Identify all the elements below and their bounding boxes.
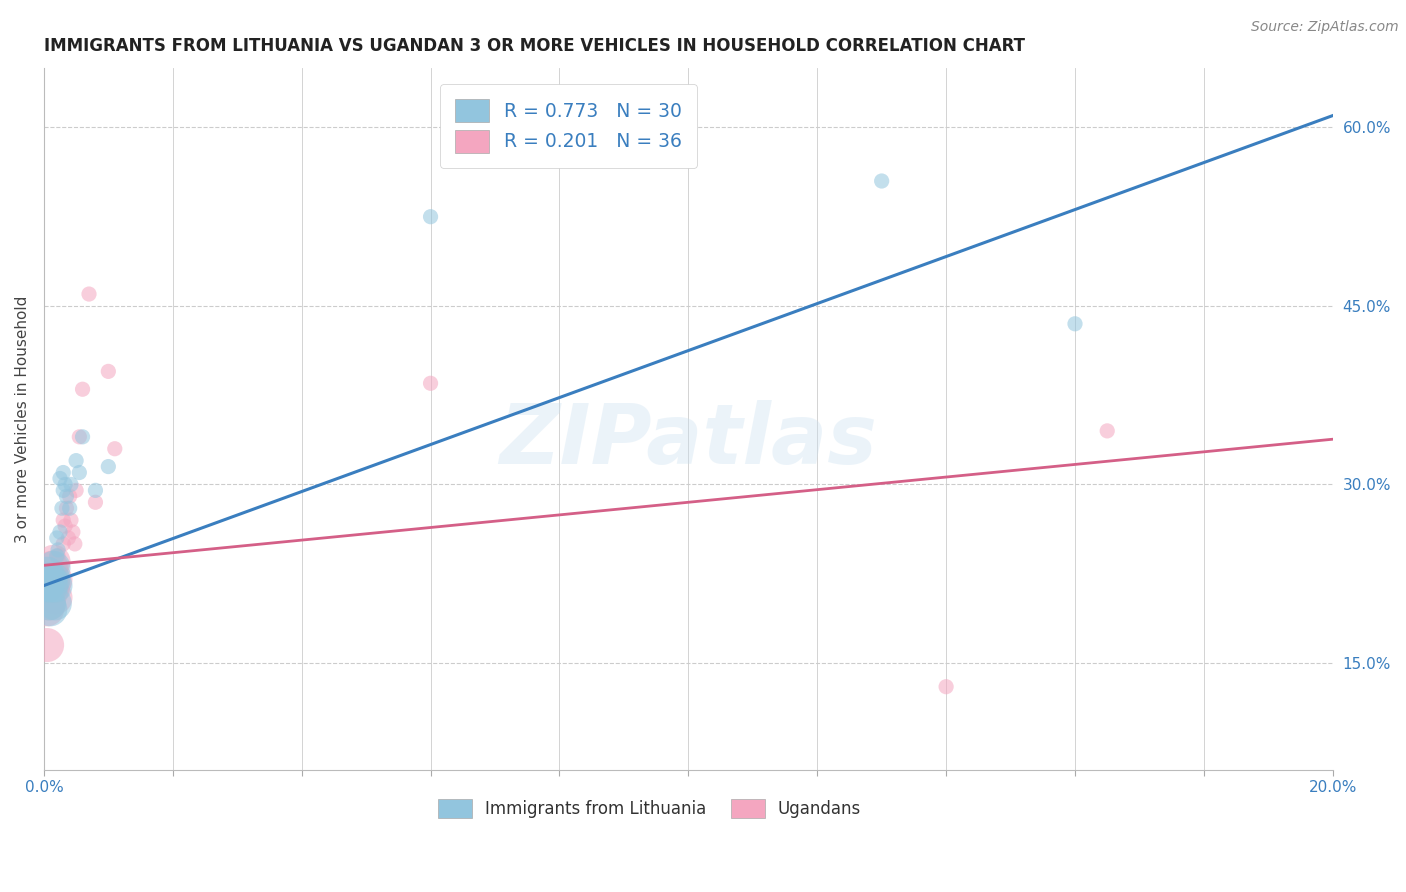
- Point: [44, 573, 66, 587]
- Point: [53, 477, 76, 491]
- Point: [59, 513, 82, 527]
- Point: [49, 524, 72, 539]
- Legend: Immigrants from Lithuania, Ugandans: Immigrants from Lithuania, Ugandans: [432, 792, 868, 825]
- Point: [97, 364, 120, 378]
- Point: [41, 560, 63, 574]
- Point: [935, 680, 957, 694]
- Point: [41, 578, 63, 592]
- Point: [39, 602, 62, 616]
- Point: [67, 466, 90, 480]
- Point: [39, 578, 62, 592]
- Point: [41, 584, 63, 599]
- Point: [45, 531, 67, 545]
- Point: [65, 453, 87, 467]
- Point: [72, 430, 94, 444]
- Point: [419, 210, 441, 224]
- Point: [42, 560, 65, 574]
- Point: [52, 483, 75, 498]
- Point: [44, 591, 66, 605]
- Point: [51, 573, 73, 587]
- Point: [84, 483, 107, 498]
- Text: IMMIGRANTS FROM LITHUANIA VS UGANDAN 3 OR MORE VEHICLES IN HOUSEHOLD CORRELATION: IMMIGRANTS FROM LITHUANIA VS UGANDAN 3 O…: [44, 37, 1025, 55]
- Text: Source: ZipAtlas.com: Source: ZipAtlas.com: [1251, 20, 1399, 34]
- Point: [39, 573, 62, 587]
- Point: [45, 549, 67, 563]
- Point: [63, 537, 86, 551]
- Point: [870, 174, 893, 188]
- Point: [104, 442, 127, 456]
- Point: [46, 549, 69, 563]
- Y-axis label: 3 or more Vehicles in Household: 3 or more Vehicles in Household: [15, 295, 30, 542]
- Point: [1095, 424, 1118, 438]
- Text: ZIPatlas: ZIPatlas: [499, 400, 877, 481]
- Point: [37, 566, 59, 581]
- Point: [1064, 317, 1087, 331]
- Point: [39, 573, 62, 587]
- Point: [44, 578, 66, 592]
- Point: [52, 537, 75, 551]
- Point: [53, 519, 76, 533]
- Point: [52, 513, 75, 527]
- Point: [55, 489, 77, 503]
- Point: [49, 560, 72, 574]
- Point: [38, 596, 60, 610]
- Point: [419, 376, 441, 391]
- Point: [84, 495, 107, 509]
- Point: [77, 287, 100, 301]
- Point: [49, 471, 72, 485]
- Point: [37, 602, 59, 616]
- Point: [59, 489, 82, 503]
- Point: [37, 638, 59, 652]
- Point: [38, 596, 60, 610]
- Point: [44, 596, 66, 610]
- Point: [37, 578, 59, 592]
- Point: [97, 459, 120, 474]
- Point: [55, 501, 77, 516]
- Point: [67, 430, 90, 444]
- Point: [52, 466, 75, 480]
- Point: [42, 573, 65, 587]
- Point: [51, 501, 73, 516]
- Point: [59, 477, 82, 491]
- Point: [45, 566, 67, 581]
- Point: [46, 573, 69, 587]
- Point: [58, 531, 80, 545]
- Point: [42, 555, 65, 569]
- Point: [65, 483, 87, 498]
- Point: [72, 382, 94, 396]
- Point: [62, 524, 84, 539]
- Point: [49, 578, 72, 592]
- Point: [46, 542, 69, 557]
- Point: [42, 578, 65, 592]
- Point: [59, 501, 82, 516]
